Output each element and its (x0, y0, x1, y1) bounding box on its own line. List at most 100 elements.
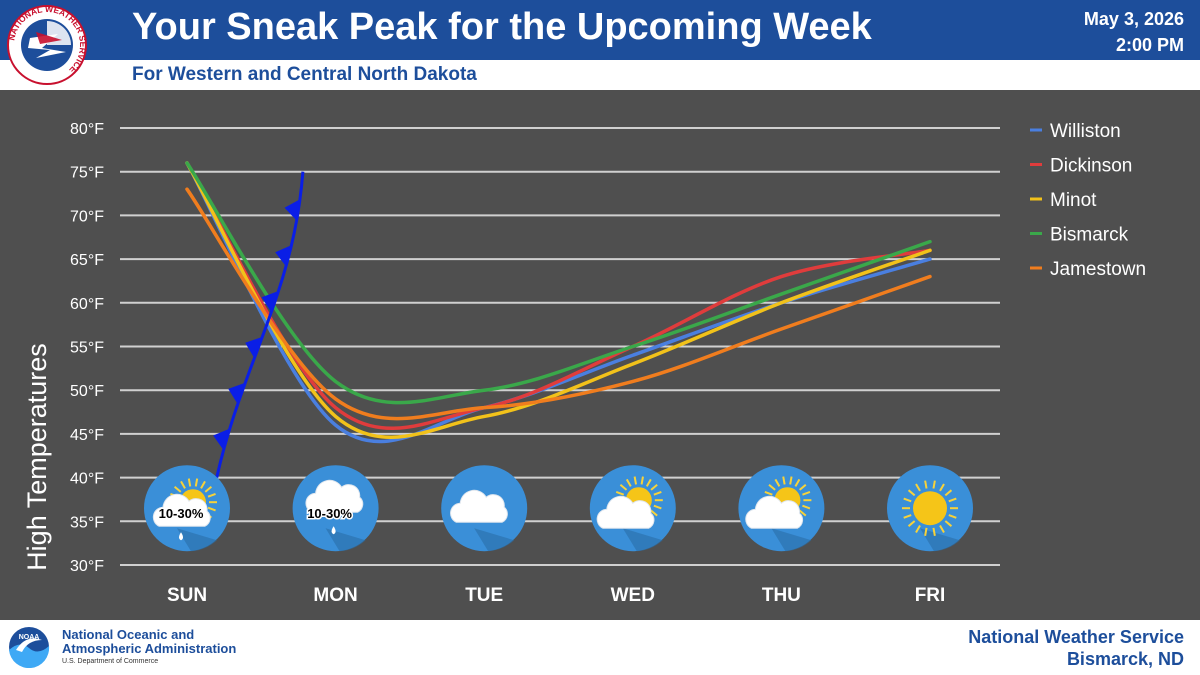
office-line2: Bismarck, ND (1066, 649, 1184, 669)
cloud-shape (152, 493, 211, 527)
noaa-badge-text: NOAA (19, 634, 40, 641)
sun-ray (924, 527, 928, 536)
sun-ray (650, 509, 658, 517)
precip-chance-label: 10-30% (159, 506, 204, 521)
sun-ray (653, 491, 662, 496)
series-lines (185, 161, 932, 444)
x-axis-ticks: SUN MON TUE WED THU FRI (167, 585, 945, 606)
front-line (215, 171, 305, 478)
icon-shadow (474, 528, 515, 552)
y-tick-label: 45°F (70, 427, 104, 444)
icon-shadow (325, 528, 366, 552)
partly-cloudy-icon (738, 465, 825, 552)
issued-datetime: May 3, 2026 2:00 PM (1084, 6, 1184, 58)
sun-ray (782, 476, 786, 485)
sun-ray (207, 493, 216, 498)
noaa-name-line2: Atmospheric Administration (62, 641, 237, 656)
front-triangle (275, 245, 292, 267)
sun-ray (194, 478, 199, 487)
sun-ray (619, 483, 628, 491)
sun-ray (200, 480, 206, 489)
sun-ray (924, 480, 928, 489)
series-line-jamestown (185, 187, 932, 421)
sun-ray (907, 520, 916, 527)
y-tick-label: 65°F (70, 252, 104, 269)
partly-sunny-rain-icon: 10-30% (144, 465, 230, 552)
sun-icon (887, 465, 973, 552)
icon-shadow (920, 528, 960, 552)
footer: NOAA National Oceanic and Atmospheric Ad… (0, 620, 1200, 675)
legend-label: Jamestown (1050, 259, 1146, 280)
sun-ray (802, 504, 811, 510)
sun-ray (615, 491, 625, 496)
front-triangle (261, 291, 279, 313)
sun-ray (939, 525, 945, 533)
sun-ray (764, 491, 773, 496)
legend-label: Minot (1050, 190, 1097, 211)
weather-icons: 10-30% 10-30% (144, 465, 973, 552)
sun-ray (204, 485, 213, 493)
front-triangle (228, 382, 246, 405)
issued-date: May 3, 2026 (1083, 9, 1184, 29)
noaa-name-line1: National Oceanic and (62, 627, 195, 642)
front-triangle (213, 428, 230, 451)
noaa-department: U.S. Department of Commerce (62, 658, 159, 665)
front-triangle (245, 336, 263, 359)
legend-label: Bismarck (1050, 225, 1129, 246)
sun-ray (944, 489, 953, 497)
front-triangle (284, 199, 301, 221)
y-tick-label: 60°F (70, 296, 104, 313)
x-tick-label: FRI (915, 585, 946, 606)
sun-ray (802, 491, 811, 496)
x-tick-label: SUN (167, 585, 207, 606)
sun-ray (774, 478, 781, 487)
office-name: National Weather Service Bismarck, ND (968, 626, 1184, 670)
sun-ray (948, 497, 957, 503)
header: NATIONAL WEATHER SERVICE Your Sneak Peak… (0, 0, 1200, 90)
sun-ray (932, 480, 936, 489)
sun-disc (913, 491, 947, 526)
sun-ray (932, 527, 936, 536)
page-title: Your Sneak Peak for the Upcoming Week (132, 6, 872, 48)
sun-ray (939, 483, 945, 492)
x-tick-label: WED (611, 585, 655, 606)
sun-ray (173, 485, 182, 493)
y-tick-label: 80°F (70, 121, 104, 138)
y-axis-label: High Temperatures (22, 343, 52, 571)
y-tick-label: 35°F (70, 514, 104, 531)
y-tick-label: 30°F (70, 558, 104, 575)
sun-ray (187, 478, 192, 487)
rain-cloud-icon: 10-30% (292, 465, 379, 552)
noaa-name: National Oceanic and Atmospheric Adminis… (62, 628, 236, 656)
noaa-logo-icon: NOAA (9, 627, 50, 668)
sun-ray (789, 476, 793, 485)
sun-ray (633, 476, 638, 485)
sun-ray (645, 478, 652, 487)
page-subtitle: For Western and Central North Dakota (132, 64, 477, 85)
raindrop (179, 532, 183, 541)
legend-label: Dickinson (1050, 156, 1132, 177)
series-line-minot (185, 161, 932, 440)
cold-front (213, 171, 305, 478)
y-tick-label: 55°F (70, 340, 104, 357)
issued-time: 2:00 PM (1115, 35, 1184, 55)
sun-ray (799, 483, 807, 491)
sun-ray (768, 483, 776, 491)
y-tick-label: 70°F (70, 208, 104, 225)
sun-ray (799, 509, 807, 517)
sun-ray (903, 497, 912, 503)
raindrop (331, 526, 336, 535)
icon-shadow (622, 528, 663, 552)
cloud-shape (745, 495, 804, 529)
sun-ray (915, 525, 921, 533)
sun-ray (207, 506, 216, 512)
sun-ray (907, 489, 916, 497)
y-axis-ticks: 30°F 35°F 40°F 45°F 50°F 55°F 60°F 65°F 70°F 75°F… (70, 121, 104, 575)
cloud-shape (305, 479, 364, 513)
sun-ray (915, 483, 921, 492)
legend: Williston Dickinson Minot Bismarck Jamestown (1030, 121, 1146, 280)
legend-label: Williston (1050, 121, 1121, 142)
sun-ray (948, 514, 957, 519)
temperature-chart: 30°F 35°F 40°F 45°F 50°F 55°F 60°F 65°F 70°F 75°F… (22, 121, 1146, 606)
